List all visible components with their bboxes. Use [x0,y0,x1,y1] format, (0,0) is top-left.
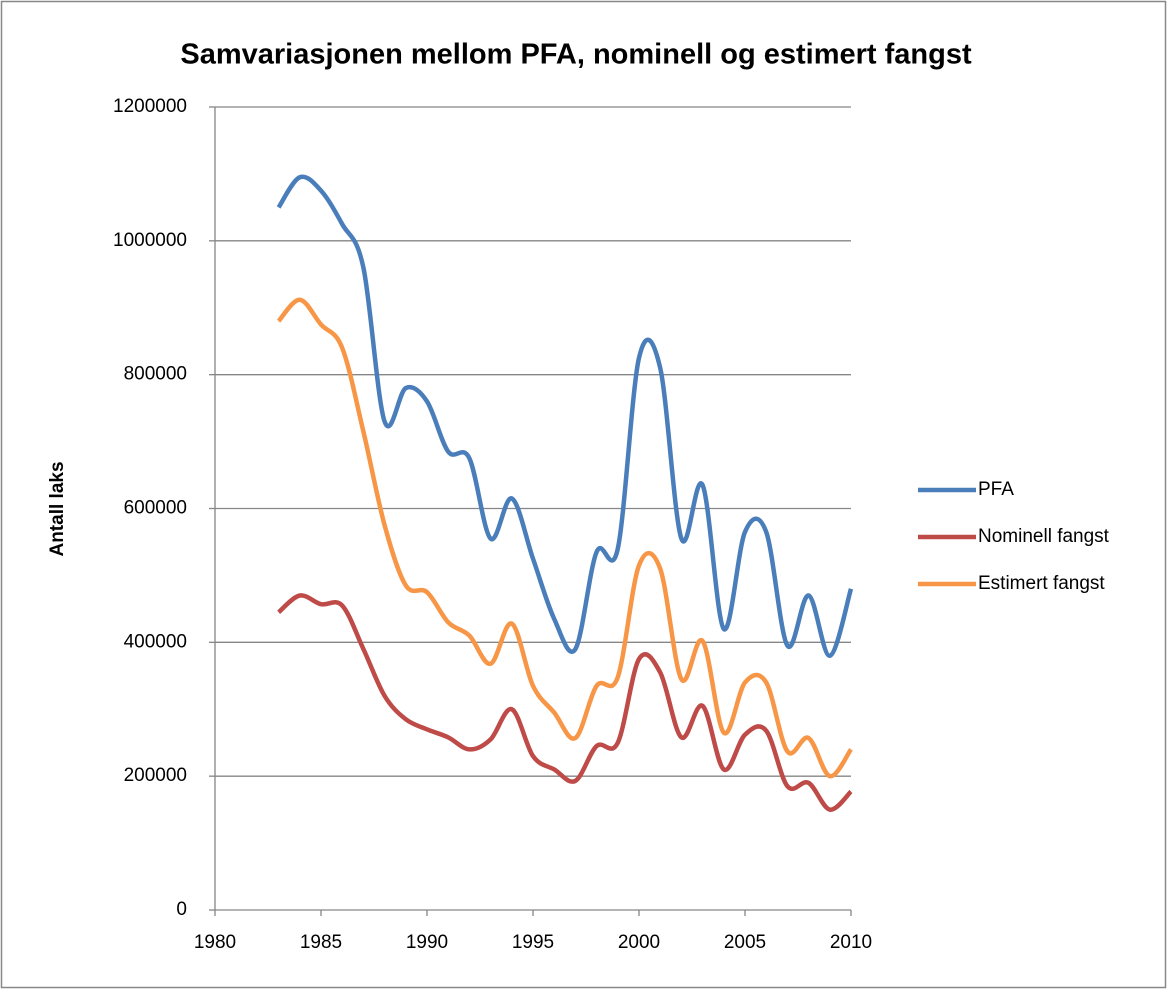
y-tick-label: 600000 [124,498,187,519]
y-tick-label: 800000 [124,364,187,385]
y-tick-label: 200000 [124,765,187,786]
x-tick-label: 1985 [300,932,342,953]
y-tick-label: 0 [176,899,187,920]
y-tick-label: 1200000 [113,96,187,117]
x-tick-label: 2005 [724,932,766,953]
legend-label: Nominell fangst [978,526,1110,547]
y-tick-label: 1000000 [113,230,187,251]
chart-title: Samvariasjonen mellom PFA, nominell og e… [180,39,972,71]
x-tick-label: 2010 [830,932,872,953]
x-tick-label: 1990 [406,932,448,953]
x-tick-label: 2000 [618,932,660,953]
data-line [277,593,853,812]
y-tick-label: 400000 [124,631,187,652]
y-axis-label: Antall laks [47,461,68,556]
legend-label: PFA [978,479,1014,500]
data-line [276,297,853,779]
data-line [276,174,854,658]
x-tick-label: 1980 [194,932,236,953]
x-tick-label: 1995 [512,932,554,953]
legend-label: Estimert fangst [978,573,1105,594]
